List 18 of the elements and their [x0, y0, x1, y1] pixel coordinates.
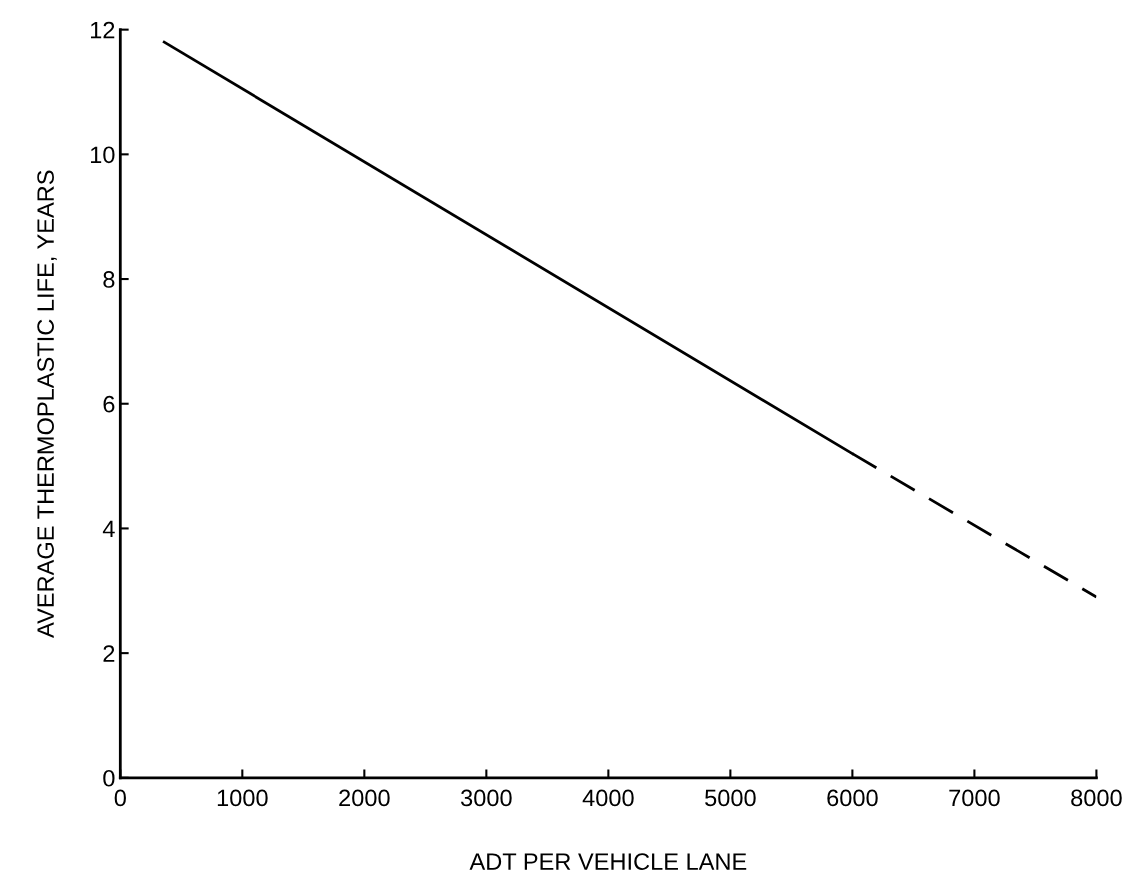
y-tick-label: 12 — [90, 21, 115, 39]
y-tick-label: 6 — [103, 395, 115, 413]
x-tick-label: 8000 — [1071, 789, 1122, 807]
x-tick-label: 1000 — [217, 789, 268, 807]
x-tick-label: 7000 — [949, 789, 1000, 807]
x-tick-label: 6000 — [827, 789, 878, 807]
x-tick-label: 4000 — [582, 789, 634, 807]
y-tick-label: 8 — [103, 271, 115, 288]
y-tick-label: 2 — [103, 645, 115, 662]
y-tick-label: 10 — [90, 146, 115, 164]
x-tick-label: 3000 — [460, 789, 512, 807]
x-tick-label: 2000 — [339, 789, 390, 807]
y-axis-title: AVERAGE THERMOPLASTIC LIFE, YEARS — [37, 170, 57, 638]
x-tick-label: 5000 — [705, 789, 756, 807]
x-axis-title: ADT PER VEHICLE LANE — [469, 853, 747, 870]
y-tick-label: 0 — [103, 769, 115, 787]
y-tick-label: 4 — [102, 520, 115, 537]
x-tick-label: 0 — [114, 789, 126, 807]
